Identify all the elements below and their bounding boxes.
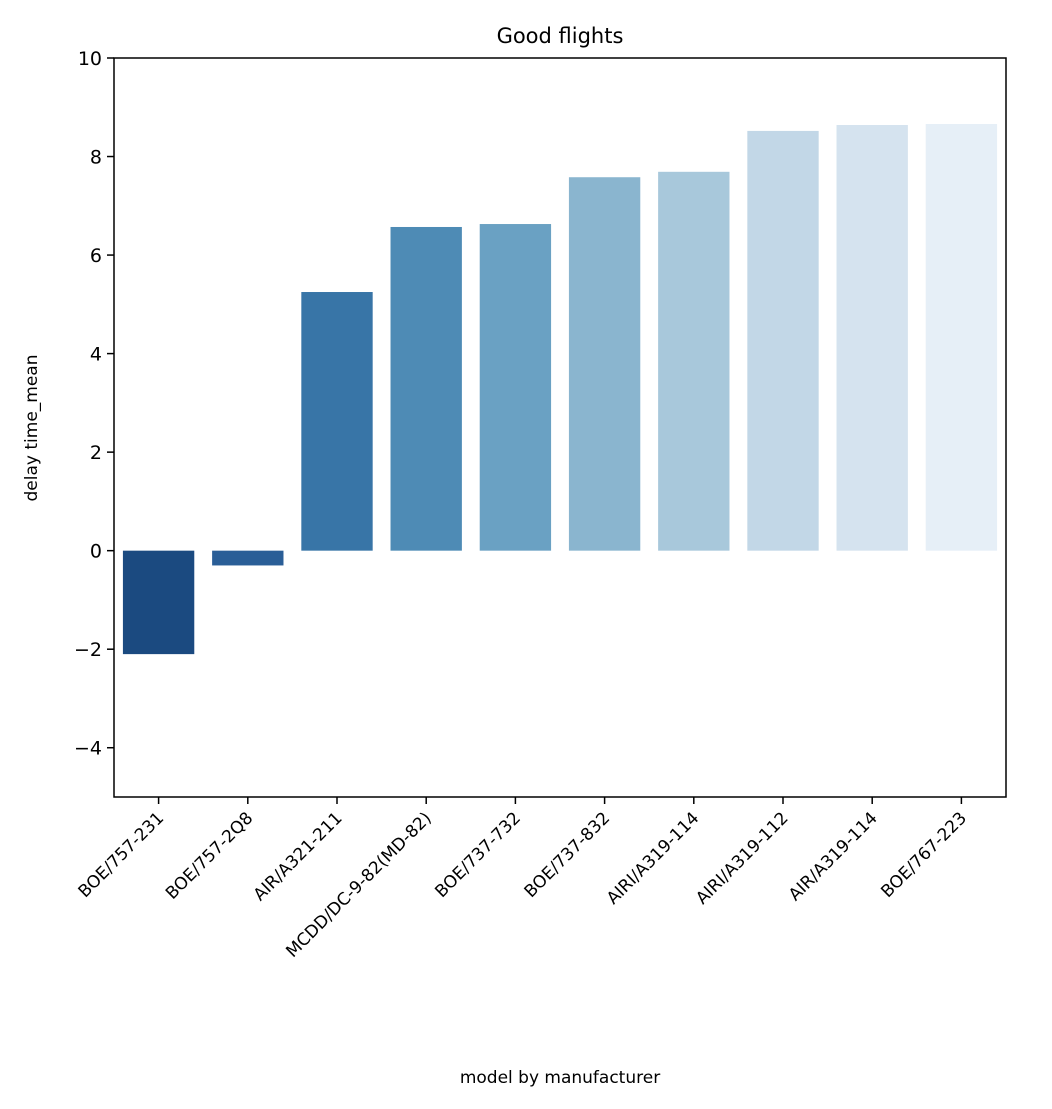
bar <box>747 130 819 551</box>
x-tick-label: AIRI/A319-112 <box>692 808 792 908</box>
bars-group <box>122 124 998 655</box>
bar <box>212 550 284 566</box>
y-tick-label: 10 <box>78 48 102 70</box>
x-tick-label: BOE/757-2Q8 <box>162 808 257 903</box>
y-tick-label: −2 <box>74 639 102 661</box>
bar <box>568 177 641 551</box>
x-tick-label: MCDD/DC-9-82(MD-82) <box>282 808 435 961</box>
bar <box>925 124 998 551</box>
bar <box>122 550 195 655</box>
bar <box>390 226 462 551</box>
x-tick-label: AIR/A321-211 <box>250 808 347 905</box>
x-tick-label: BOE/737-832 <box>521 808 615 902</box>
y-tick-label: 2 <box>90 442 102 464</box>
bar <box>658 171 730 551</box>
y-tick-label: 4 <box>90 344 102 366</box>
bar <box>836 125 908 551</box>
bar <box>479 224 552 551</box>
x-tick-label: BOE/767-223 <box>877 808 971 902</box>
y-tick-label: 0 <box>90 541 102 563</box>
y-axis: −4 −2 0 2 4 6 8 10 <box>74 48 114 760</box>
y-tick-label: 6 <box>90 245 102 267</box>
chart-title: Good flights <box>497 24 624 48</box>
x-tick-label: AIRI/A319-114 <box>603 808 703 908</box>
x-axis-label: model by manufacturer <box>460 1068 660 1088</box>
bar <box>301 292 373 551</box>
x-tick-label: BOE/737-732 <box>431 808 525 902</box>
x-axis: BOE/757-231BOE/757-2Q8AIR/A321-211MCDD/D… <box>75 797 971 962</box>
plot-frame <box>113 57 1007 798</box>
y-tick-label: 8 <box>90 147 102 169</box>
x-tick-label: AIR/A319-114 <box>785 808 882 905</box>
y-tick-label: −4 <box>74 738 102 760</box>
x-tick-label: BOE/757-231 <box>75 808 169 902</box>
y-axis-label: delay time_mean <box>22 355 42 502</box>
